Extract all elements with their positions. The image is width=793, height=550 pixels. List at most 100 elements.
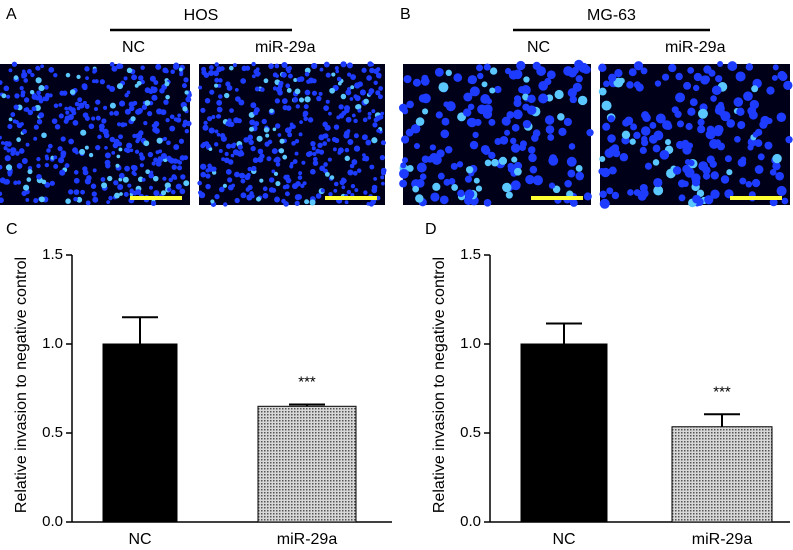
cell-nucleus: [0, 135, 2, 140]
cell-nucleus: [278, 148, 285, 154]
cell-nucleus: [641, 135, 648, 143]
cell-nucleus: [755, 128, 763, 136]
cell-nucleus: [91, 191, 97, 197]
cell-nucleus: [248, 111, 255, 118]
cell-nucleus: [357, 81, 363, 87]
cell-nucleus: [183, 181, 188, 186]
cell-nucleus: [373, 80, 378, 85]
cell-nucleus: [155, 150, 160, 155]
cell-nucleus: [84, 178, 91, 185]
cell-nucleus: [626, 81, 634, 89]
cell-nucleus: [292, 159, 298, 164]
cell-nucleus: [654, 80, 662, 87]
cell-nucleus: [275, 162, 281, 167]
cell-nucleus: [307, 117, 314, 123]
cell-nucleus: [464, 175, 472, 183]
cell-nucleus: [527, 94, 536, 104]
cell-nucleus: [522, 93, 529, 101]
cell-nucleus: [480, 94, 491, 104]
cell-nucleus: [114, 192, 120, 199]
cell-nucleus: [583, 192, 592, 201]
cell-nucleus: [278, 80, 284, 86]
cell-nucleus: [355, 104, 360, 110]
cell-nucleus: [413, 142, 421, 150]
cell-nucleus: [0, 197, 4, 204]
cell-nucleus: [281, 71, 287, 78]
cell-nucleus: [598, 87, 607, 96]
cell-nucleus: [599, 198, 610, 209]
cell-nucleus: [162, 176, 167, 181]
cell-nucleus: [74, 101, 80, 107]
cell-nucleus: [463, 92, 473, 102]
cell-nucleus: [687, 66, 695, 74]
cell-nucleus: [467, 103, 475, 111]
cell-nucleus: [124, 108, 131, 115]
cell-nucleus: [159, 87, 165, 94]
cell-nucleus: [332, 147, 337, 152]
cell-nucleus: [27, 169, 33, 175]
cell-nucleus: [511, 156, 518, 163]
cell-nucleus: [287, 66, 292, 71]
x-tick-label: miR-29a: [277, 531, 338, 548]
cell-nucleus: [575, 164, 583, 172]
cell-nucleus: [399, 168, 409, 179]
cell-nucleus: [607, 134, 616, 143]
cell-nucleus: [27, 165, 33, 171]
cell-nucleus: [363, 190, 368, 195]
cell-nucleus: [369, 67, 375, 74]
cell-nucleus: [450, 162, 458, 170]
cell-nucleus: [234, 171, 240, 178]
cell-nucleus: [345, 116, 352, 123]
cell-nucleus: [323, 61, 330, 68]
cell-nucleus: [312, 160, 319, 166]
cell-nucleus: [206, 116, 213, 122]
cell-nucleus: [350, 85, 355, 90]
cell-nucleus: [696, 189, 705, 198]
cell-nucleus: [256, 71, 261, 76]
cell-nucleus: [251, 74, 256, 79]
cell-nucleus: [217, 83, 222, 88]
cell-nucleus: [401, 135, 410, 144]
cell-nucleus: [296, 194, 302, 200]
cell-nucleus: [170, 69, 175, 75]
cell-nucleus: [772, 64, 779, 71]
cell-nucleus: [263, 127, 270, 133]
cell-nucleus: [25, 189, 30, 195]
cell-nucleus: [84, 66, 90, 72]
cell-nucleus: [662, 120, 672, 130]
cell-nucleus: [14, 120, 19, 125]
cell-nucleus: [271, 148, 278, 155]
cell-nucleus: [350, 74, 357, 80]
cell-nucleus: [346, 189, 352, 195]
cell-nucleus: [132, 133, 137, 139]
cell-nucleus: [82, 169, 89, 176]
cell-nucleus: [12, 147, 17, 153]
cell-nucleus: [598, 63, 607, 73]
y-axis-label: Relative invasion to negative control: [431, 257, 448, 513]
scale-bar: [531, 196, 583, 200]
cell-nucleus: [227, 118, 232, 123]
cell-nucleus: [608, 166, 617, 175]
cell-nucleus: [311, 146, 316, 151]
cell-nucleus: [444, 145, 453, 154]
cell-nucleus: [703, 65, 712, 74]
cell-nucleus: [182, 106, 188, 112]
condition-label: NC: [122, 39, 145, 56]
cell-nucleus: [113, 110, 120, 116]
cell-nucleus: [256, 196, 262, 202]
cell-nucleus: [132, 100, 138, 106]
cell-nucleus: [227, 159, 234, 165]
cell-nucleus: [430, 192, 440, 202]
cell-nucleus: [301, 160, 306, 165]
cell-nucleus: [150, 87, 158, 94]
cell-nucleus: [249, 119, 256, 126]
cell-nucleus: [488, 118, 496, 126]
cell-nucleus: [568, 143, 576, 150]
cell-nucleus: [366, 201, 371, 206]
cell-nucleus: [629, 138, 636, 145]
cell-nucleus: [229, 108, 234, 113]
cell-nucleus: [160, 190, 167, 196]
cell-nucleus: [671, 106, 679, 114]
cell-nucleus: [140, 79, 145, 85]
cell-nucleus: [118, 147, 123, 152]
